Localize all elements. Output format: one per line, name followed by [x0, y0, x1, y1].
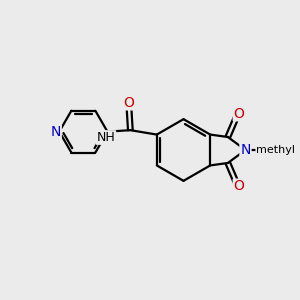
Text: methyl: methyl: [256, 145, 295, 155]
Text: O: O: [124, 96, 134, 110]
Text: NH: NH: [97, 131, 116, 144]
Text: N: N: [240, 143, 250, 157]
Text: O: O: [234, 179, 244, 194]
Text: N: N: [51, 124, 61, 139]
Text: O: O: [234, 106, 244, 121]
